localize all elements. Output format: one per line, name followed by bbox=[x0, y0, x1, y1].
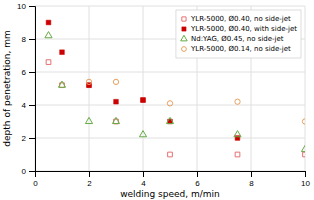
points bbox=[45, 20, 305, 157]
x-axis: 0 2 4 6 8 10 bbox=[33, 171, 310, 188]
point bbox=[114, 99, 119, 104]
tick-label: 8 bbox=[249, 179, 254, 188]
point bbox=[234, 131, 241, 137]
tick-label: 0 bbox=[22, 167, 27, 176]
legend-swatch bbox=[182, 17, 186, 21]
point bbox=[141, 98, 146, 103]
point bbox=[46, 20, 51, 25]
tick: 10 bbox=[301, 171, 310, 188]
grid-line-y bbox=[35, 6, 305, 7]
tick-label: 2 bbox=[22, 134, 27, 143]
point bbox=[139, 131, 146, 137]
tick: 2 bbox=[22, 134, 35, 143]
point bbox=[45, 32, 52, 38]
point bbox=[58, 81, 65, 87]
point bbox=[235, 99, 240, 104]
y-axis: 0 2 4 6 8 10 bbox=[17, 2, 35, 176]
point bbox=[302, 119, 305, 124]
tick-mark bbox=[29, 105, 35, 106]
legend-swatch bbox=[182, 47, 187, 52]
grid-line-x bbox=[143, 6, 144, 171]
point bbox=[141, 98, 146, 103]
tick: 4 bbox=[22, 101, 35, 110]
tick-mark bbox=[89, 171, 90, 177]
point bbox=[167, 101, 172, 106]
series bbox=[46, 60, 305, 157]
tick-mark bbox=[305, 171, 306, 177]
tick-label: 0 bbox=[33, 179, 38, 188]
tick-label: 4 bbox=[22, 101, 27, 110]
grid bbox=[35, 6, 305, 171]
point bbox=[166, 117, 173, 123]
legend-label: YLR-5000, Ø0.14, no side-jet bbox=[190, 45, 291, 53]
tick-label: 8 bbox=[22, 35, 27, 44]
point bbox=[60, 50, 65, 55]
tick-mark bbox=[29, 39, 35, 40]
tick-mark bbox=[197, 171, 198, 177]
tick-label: 2 bbox=[87, 179, 92, 188]
y-axis-title: depth of penetration, mm bbox=[2, 30, 12, 146]
tick-mark bbox=[29, 6, 35, 7]
tick: 0 bbox=[33, 171, 38, 188]
tick-label: 10 bbox=[301, 179, 310, 188]
tick: 8 bbox=[249, 171, 254, 188]
point bbox=[85, 117, 92, 123]
tick-label: 4 bbox=[141, 179, 146, 188]
tick-mark bbox=[29, 138, 35, 139]
tick-mark bbox=[143, 171, 144, 177]
tick-label: 10 bbox=[17, 2, 26, 11]
point bbox=[112, 117, 119, 123]
legend-swatch bbox=[181, 35, 187, 41]
tick-mark bbox=[29, 72, 35, 73]
legend-box bbox=[176, 10, 301, 58]
tick-mark bbox=[29, 171, 35, 172]
tick-label: 6 bbox=[195, 179, 200, 188]
legend-label: YLR-5000, Ø0.40, with side-jet bbox=[190, 25, 297, 33]
point bbox=[86, 79, 91, 84]
tick: 0 bbox=[22, 167, 35, 176]
tick: 4 bbox=[141, 171, 146, 188]
legend-label: Nd:YAG, Ø0.45, no side-jet bbox=[191, 35, 284, 43]
legend-swatch bbox=[182, 27, 186, 31]
chart: 0 2 4 6 8 10 0 2 4 6 8 10 YLR-5000, Ø0.40, no side-j… bbox=[0, 0, 314, 200]
grid-line-y bbox=[35, 105, 305, 106]
point bbox=[303, 152, 305, 157]
point bbox=[168, 152, 173, 157]
tick: 8 bbox=[22, 35, 35, 44]
grid-line-x bbox=[89, 6, 90, 171]
tick: 6 bbox=[195, 171, 200, 188]
tick: 2 bbox=[87, 171, 92, 188]
plot: 0 2 4 6 8 10 0 2 4 6 8 10 YLR-5000, Ø0.40, no side-j… bbox=[17, 2, 310, 188]
point bbox=[46, 60, 51, 65]
point bbox=[301, 145, 305, 151]
tick: 6 bbox=[22, 68, 35, 77]
tick: 10 bbox=[17, 2, 35, 11]
grid-line-y bbox=[35, 72, 305, 73]
point bbox=[235, 152, 240, 157]
tick-label: 6 bbox=[22, 68, 27, 77]
tick-mark bbox=[251, 171, 252, 177]
legend: YLR-5000, Ø0.40, no side-jet YLR-5000, Ø0… bbox=[176, 10, 301, 58]
grid-line-y bbox=[35, 138, 305, 139]
legend-label: YLR-5000, Ø0.40, no side-jet bbox=[190, 15, 291, 23]
x-axis-title: welding speed, m/min bbox=[120, 189, 220, 199]
axis-line bbox=[36, 172, 306, 178]
axis-line bbox=[29, 7, 36, 172]
series bbox=[86, 79, 305, 124]
point bbox=[113, 79, 118, 84]
series bbox=[45, 32, 305, 152]
